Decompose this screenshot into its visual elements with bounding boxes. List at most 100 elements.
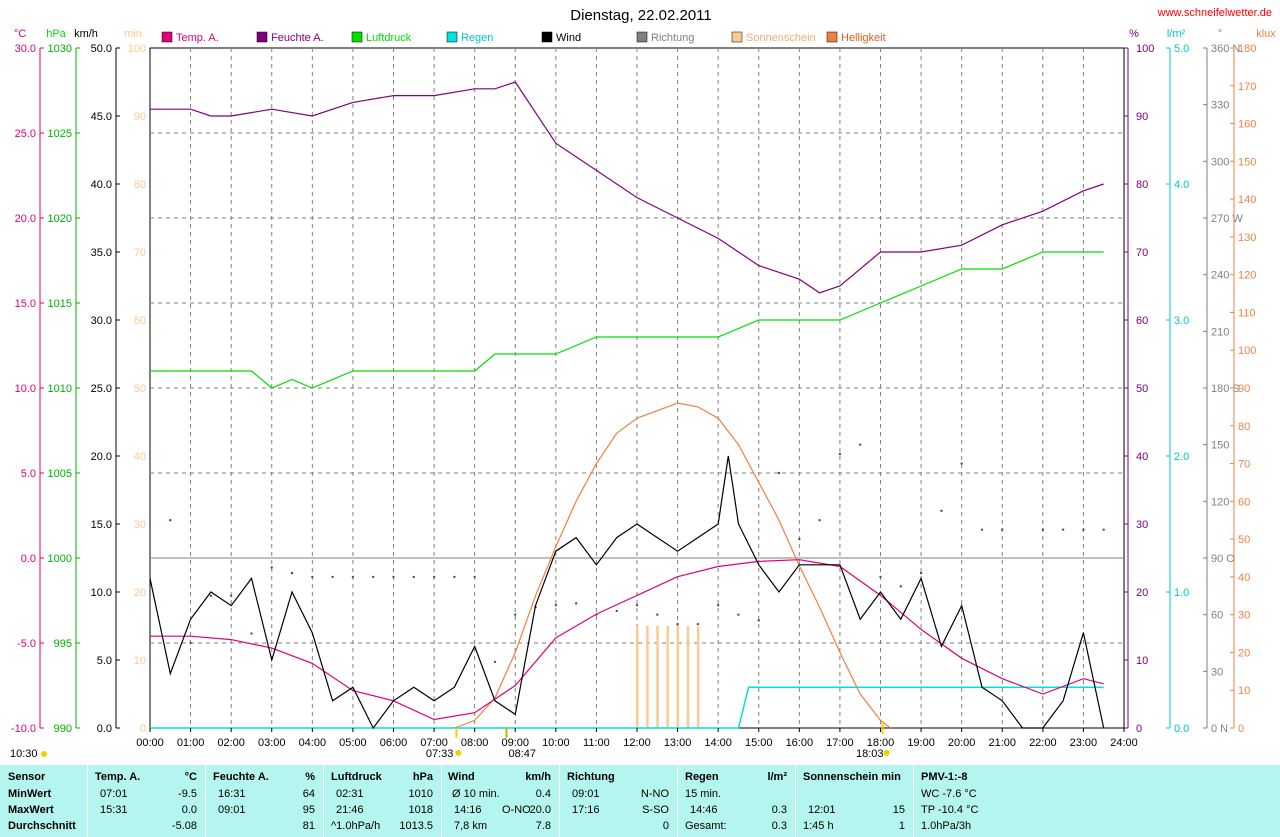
direction-point [250,632,253,635]
axis-tick-label-pressure: 1030 [48,43,72,55]
direction-point [1041,528,1045,531]
left-time: 10:30 [10,748,38,760]
direction-point [290,571,294,575]
time-tick-label: 19:00 [907,737,935,749]
wind-max-dir: O-NO [502,804,531,816]
sunrise-icon [455,750,462,756]
direction-point [919,571,923,575]
axis-tick-label-sun: 0 [140,723,146,735]
axis-tick-label-sun: 20 [134,587,146,599]
direction-point [169,519,172,522]
direction-point [412,575,415,579]
axis-tick-label-wind: 35.0 [91,247,112,259]
axis-tick-label-light: 0 [1238,723,1244,735]
direction-point [1102,528,1105,531]
axis-tick-label-temp: 30.0 [15,43,36,55]
legend-label: Sonnenschein [746,32,816,44]
axis-tick-label-temp: 15.0 [15,298,36,310]
axis-tick-label-temp: 20.0 [15,213,36,225]
stats-sun-header: Sonnenschein min [803,771,901,783]
axis-tick-label-wind: 50.0 [91,43,112,55]
pmv-dewpoint: TP -10.4 °C [921,804,979,816]
wind-min-value: 0.4 [535,788,551,800]
axis-tick-label-wind: 40.0 [91,179,112,191]
axis-tick-label-humidity: 50 [1136,383,1148,395]
axis-tick-label-humidity: 100 [1136,43,1154,55]
axis-tick-label-rain: 5.0 [1174,43,1189,55]
time-tick-label: 15:00 [745,737,773,749]
axis-tick-label-light: 120 [1238,270,1256,282]
axes: 30.025.020.015.010.05.00.0-5.0-10.010301… [11,43,1256,735]
site-link[interactable]: www.schneifelwetter.de [1157,7,1272,19]
direction-point [899,585,902,588]
sunrise-time: 07:33 [426,748,454,760]
axis-tick-label-direction: 240 [1211,270,1229,282]
humidity-avg-value: 81 [302,820,315,832]
legend-label: Regen [461,32,493,44]
axis-unit-rain: l/m² [1167,28,1186,40]
axis-tick-label-sun: 70 [134,247,146,259]
direction-point [453,575,456,579]
direction-point [514,613,517,616]
sunshine-bar [656,626,659,728]
time-tick-label: 18:00 [867,737,895,749]
time-tick-label: 17:00 [826,737,854,749]
axis-tick-label-light: 150 [1238,156,1256,168]
direction-min-value: N-NO [640,788,669,800]
axis-tick-label-light: 40 [1238,572,1250,584]
axis-tick-label-humidity: 0 [1136,723,1142,735]
time-tick-label: 08:00 [461,737,489,749]
pressure-min-value: 1010 [408,788,433,800]
axis-tick-label-direction: 30 [1211,666,1223,678]
axis-tick-label-humidity: 80 [1136,179,1148,191]
direction-point [189,641,192,645]
axis-tick-label-rain: 0.0 [1174,723,1189,735]
humidity-max-value: 95 [302,804,315,816]
series-line-regen [150,686,1104,729]
axis-tick-label-rain: 2.0 [1174,451,1189,463]
direction-point [574,602,578,605]
rain-interval: 15 min. [685,788,722,800]
direction-point [372,575,375,579]
stats-temp: Temp. A. °C 07:01 -9.5 15:31 0.0 -5.08 [88,765,206,837]
stats-panel: Sensor MinWert MaxWert Durchschnitt Temp… [0,765,1280,837]
stats-rain-header: Regen [685,771,719,783]
sunset-time: 18:03 [856,748,884,760]
axis-tick-label-direction: 180 S [1211,383,1240,395]
pressure-avg-value: 1013.5 [399,820,433,832]
axis-unit-sun: min [124,28,142,40]
axis-tick-label-wind: 30.0 [91,315,112,327]
stats-temp-unit: °C [184,771,197,783]
rain-total-value: 0.3 [771,820,787,832]
axis-tick-label-sun: 90 [134,111,146,123]
axis-tick-label-direction: 270 W [1211,213,1243,225]
wind-max-value: 20.0 [529,804,551,816]
legend-label: Luftdruck [366,32,412,44]
time-tick-label: 01:00 [177,737,205,749]
direction-point [209,594,213,597]
time-tick-label: 12:00 [623,737,651,749]
wind-distance: 7,8 km [454,820,488,832]
axis-tick-label-rain: 4.0 [1174,179,1189,191]
legend-swatch [541,31,553,43]
axis-unit-direction: ° [1218,28,1222,40]
axis-tick-label-light: 180 [1238,43,1256,55]
axis-tick-label-sun: 100 [128,43,146,55]
pressure-trend: ^1.0hPa/h [331,820,381,832]
wind-min-label: Ø 10 min. [452,788,500,800]
axis-tick-label-pressure: 1025 [48,128,72,140]
axis-tick-label-direction: 210 [1211,326,1229,338]
time-tick-label: 00:00 [136,737,164,749]
direction-point [229,594,233,597]
series-line-helligkeit [454,402,891,729]
axis-tick-label-temp: 5.0 [21,468,36,480]
axis-tick-label-sun: 10 [134,655,146,667]
stats-temp-header: Temp. A. [95,771,141,783]
axis-units: °C hPa km/h min% l/m² ° klux [14,28,1276,40]
axis-tick-label-wind: 20.0 [91,451,112,463]
axis-unit-wind: km/h [74,28,98,40]
direction-point [1082,528,1085,531]
axis-tick-label-rain: 1.0 [1174,587,1189,599]
legend-swatch [351,31,363,43]
time-tick-label: 03:00 [258,737,286,749]
